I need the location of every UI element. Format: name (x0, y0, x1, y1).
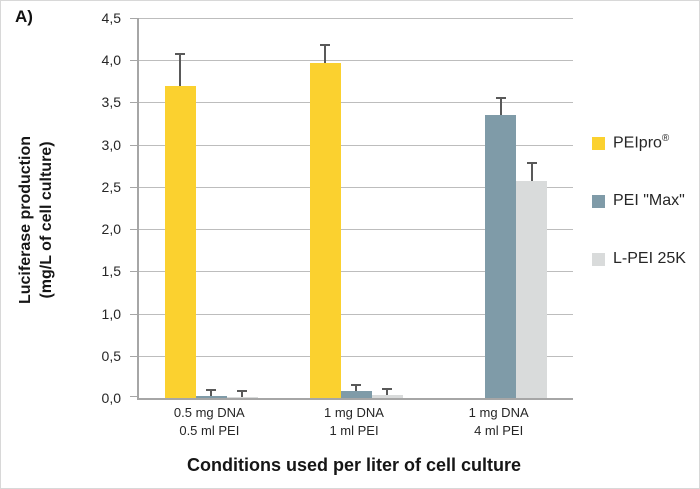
gridline (139, 144, 573, 146)
gridline (139, 18, 573, 19)
category-label: 1 mg DNA 4 ml PEI (468, 405, 529, 438)
y-tick-label: 2,0 (101, 221, 121, 238)
y-axis-title-line2: (mg/L of cell culture) (38, 141, 55, 299)
error-bar (210, 391, 213, 397)
gridline (139, 102, 573, 104)
y-tick-label: 3,5 (101, 94, 121, 111)
legend-label: PEIpro® (613, 133, 670, 152)
category-label: 1 mg DNA 1 ml PEI (324, 405, 384, 438)
error-bar-cap (206, 389, 217, 392)
y-axis-title-line1: Luciferase production (17, 135, 34, 305)
y-axis-tick (130, 313, 137, 315)
error-bar-cap (237, 390, 248, 393)
legend-item: PEIpro® (592, 133, 669, 153)
y-tick-label: 1,0 (101, 305, 121, 322)
category-label: 0.5 mg DNA 0.5 ml PEI (173, 405, 245, 438)
y-axis-title: Luciferase production (mg/L of cell cult… (15, 70, 59, 370)
gridline (139, 186, 573, 188)
error-bar-cap (351, 384, 361, 387)
error-bar (386, 390, 388, 395)
legend-label: L-PEI 25K (613, 250, 686, 267)
error-bar-cap (320, 43, 330, 46)
plot-area (130, 18, 573, 400)
y-tick-label: 4,5 (101, 10, 121, 26)
error-bar-cap (382, 388, 392, 391)
error-bar (324, 45, 326, 63)
bar-peimax (195, 396, 227, 398)
error-bar (179, 55, 182, 86)
legend-swatch (592, 252, 605, 266)
y-tick-label: 0,0 (101, 390, 121, 406)
bar-peimax (485, 115, 517, 398)
error-bar-cap (495, 97, 506, 100)
gridline (139, 313, 573, 315)
bar-lpei25k (516, 180, 548, 398)
y-axis-tick (130, 102, 137, 104)
y-tick-label: 3,0 (101, 136, 121, 153)
y-tick-label: 2,5 (101, 178, 121, 195)
y-axis-tick (130, 355, 137, 357)
bar-lpei25k (371, 394, 403, 398)
y-tick-label: 4,0 (101, 52, 121, 69)
bar-peipro (309, 62, 341, 398)
bar-peipro (164, 85, 196, 398)
bar-peimax (340, 391, 372, 398)
panel-label: A) (15, 7, 33, 26)
x-axis-title: Conditions used per liter of cell cultur… (186, 455, 522, 475)
gridline (139, 355, 573, 357)
legend-label: PEI "Max" (613, 192, 685, 209)
bar-lpei25k (226, 397, 258, 398)
legend-item: PEI "Max" (592, 191, 685, 211)
gridline (139, 229, 573, 231)
error-bar-cap (175, 53, 186, 56)
y-axis-tick (130, 229, 137, 231)
legend-label-sup: ® (661, 133, 670, 145)
gridline (139, 271, 573, 273)
y-axis-tick (130, 271, 137, 273)
error-bar (530, 164, 533, 181)
gridline (139, 60, 573, 62)
y-axis-tick (130, 60, 137, 62)
y-tick-label: 1,5 (101, 263, 121, 280)
y-axis-tick (130, 186, 137, 188)
error-bar (355, 386, 357, 392)
y-axis-tick (130, 396, 137, 397)
legend-item: L-PEI 25K (592, 249, 686, 269)
error-bar (499, 99, 502, 116)
error-bar-cap (526, 162, 537, 165)
y-tick-label: 0,5 (101, 347, 121, 364)
legend-swatch (592, 194, 605, 208)
error-bar (241, 392, 244, 397)
y-axis-tick (130, 18, 137, 19)
y-axis-tick (130, 144, 137, 146)
legend-swatch (592, 136, 605, 150)
